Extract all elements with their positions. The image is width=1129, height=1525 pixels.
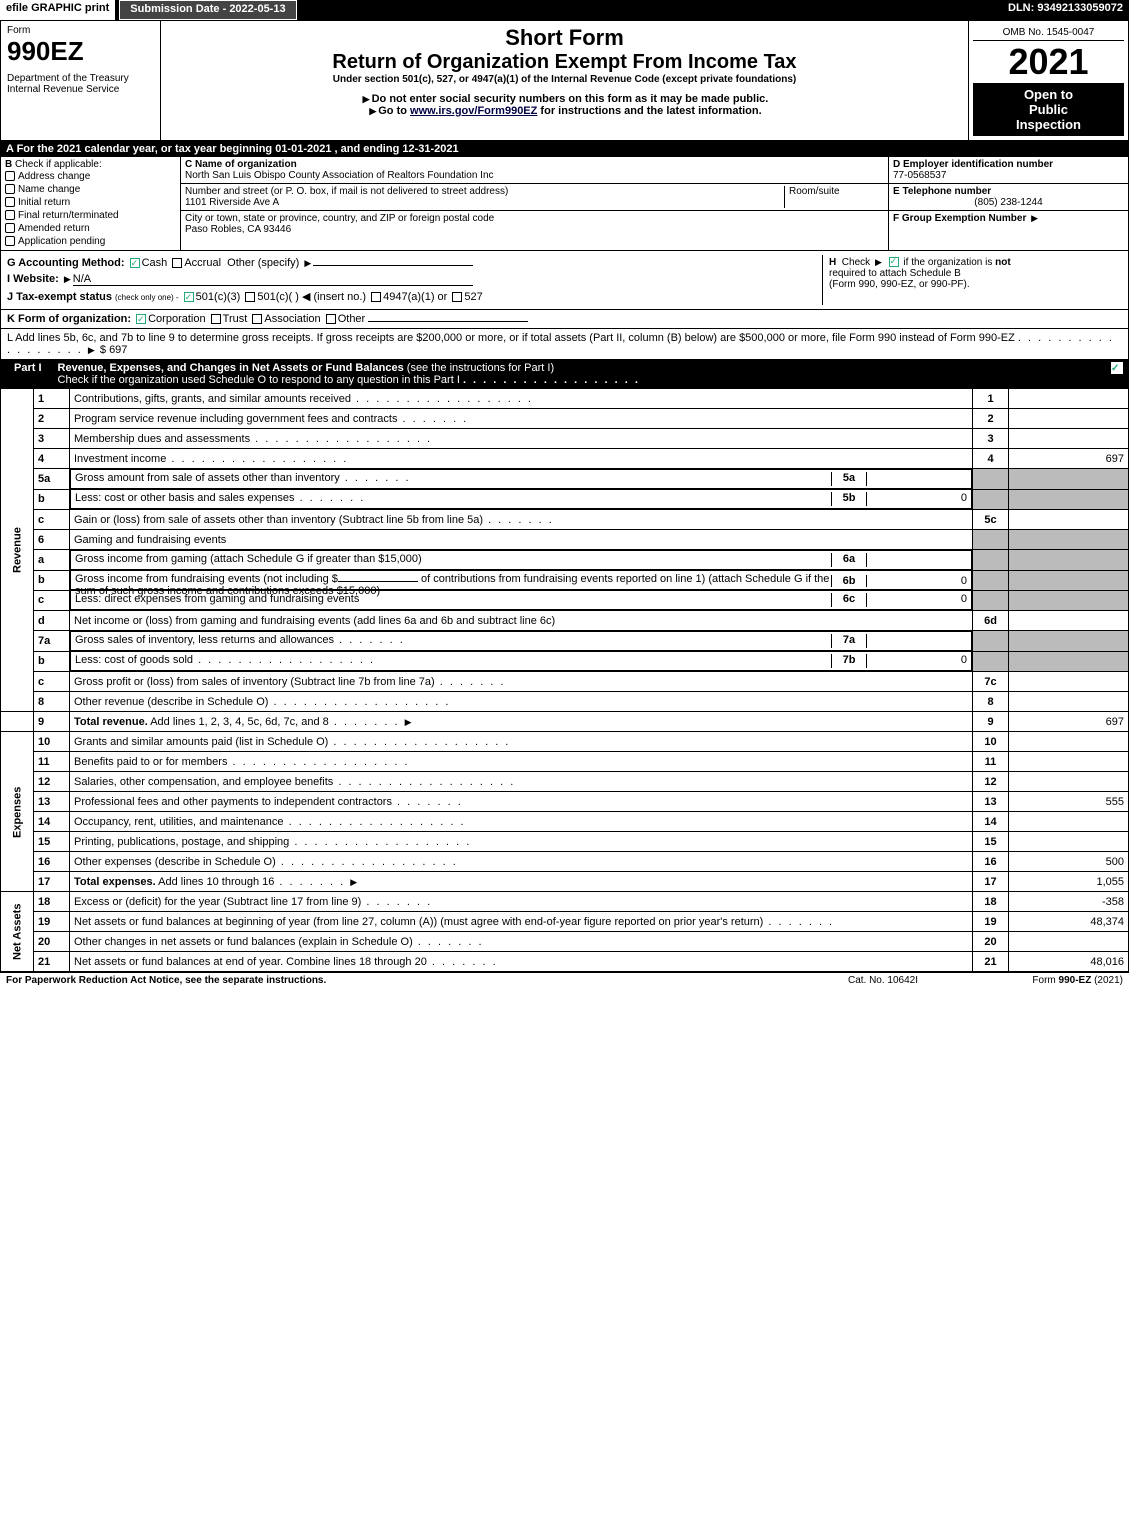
cb-schedule-b[interactable] — [889, 257, 899, 267]
omb-number: OMB No. 1545-0047 — [973, 25, 1124, 41]
cb-4947[interactable] — [371, 292, 381, 302]
amt-8 — [1009, 692, 1129, 712]
cb-final-return[interactable]: Final return/terminated — [5, 209, 176, 222]
page-footer: For Paperwork Reduction Act Notice, see … — [0, 972, 1129, 988]
amt-7c — [1009, 672, 1129, 692]
efile-label: efile GRAPHIC print — [0, 0, 115, 20]
amt-16: 500 — [1009, 852, 1129, 872]
amt-4: 697 — [1009, 449, 1129, 469]
irs-link[interactable]: www.irs.gov/Form990EZ — [410, 105, 537, 117]
cb-cash[interactable] — [130, 258, 140, 268]
tax-year: 2021 — [973, 41, 1124, 83]
section-b: B Check if applicable: Address change Na… — [1, 157, 181, 250]
cb-accrual[interactable] — [172, 258, 182, 268]
val-6a — [867, 553, 967, 567]
open-to-public: Open to Public Inspection — [973, 83, 1124, 136]
section-ghij: G Accounting Method: Cash Accrual Other … — [0, 251, 1129, 310]
amt-18: -358 — [1009, 892, 1129, 912]
return-title: Return of Organization Exempt From Incom… — [167, 51, 962, 74]
section-d: D Employer identification number77-05685… — [888, 157, 1128, 250]
amt-12 — [1009, 772, 1129, 792]
val-5b: 0 — [867, 492, 967, 506]
footer-right: Form 990-EZ (2021) — [963, 975, 1123, 986]
cb-amended-return[interactable]: Amended return — [5, 222, 176, 235]
amt-15 — [1009, 832, 1129, 852]
val-5a — [867, 472, 967, 486]
cb-application-pending[interactable]: Application pending — [5, 235, 176, 248]
amt-3 — [1009, 429, 1129, 449]
ein-value: 77-0568537 — [893, 170, 946, 181]
line-g: G Accounting Method: Cash Accrual Other … — [7, 255, 822, 271]
cb-association[interactable] — [252, 314, 262, 324]
part1-header: Part I Revenue, Expenses, and Changes in… — [0, 360, 1129, 388]
cb-schedule-o[interactable] — [1111, 362, 1123, 374]
submission-date: Submission Date - 2022-05-13 — [119, 0, 296, 20]
amt-14 — [1009, 812, 1129, 832]
org-name: North San Luis Obispo County Association… — [185, 170, 494, 181]
line-l: L Add lines 5b, 6c, and 7b to line 9 to … — [0, 329, 1129, 360]
dln-label: DLN: 93492133059072 — [1002, 0, 1129, 20]
dept-treasury: Department of the Treasury Internal Reve… — [7, 73, 154, 95]
form-word: Form — [7, 25, 154, 36]
org-street: 1101 Riverside Ave A — [185, 197, 279, 208]
top-bar: efile GRAPHIC print Submission Date - 20… — [0, 0, 1129, 20]
expenses-vlabel: Expenses — [1, 732, 34, 892]
amt-2 — [1009, 409, 1129, 429]
cb-other-org[interactable] — [326, 314, 336, 324]
amt-11 — [1009, 752, 1129, 772]
goto-note: Go to www.irs.gov/Form990EZ for instruct… — [167, 105, 962, 117]
amt-6d — [1009, 611, 1129, 631]
footer-cat: Cat. No. 10642I — [803, 975, 963, 986]
amt-21: 48,016 — [1009, 952, 1129, 972]
section-h: H Check if the organization is not requi… — [822, 255, 1122, 305]
section-c: C Name of organizationNorth San Luis Obi… — [181, 157, 888, 250]
amt-9: 697 — [1009, 712, 1129, 732]
val-7b: 0 — [867, 654, 967, 668]
section-bcd: B Check if applicable: Address change Na… — [0, 157, 1129, 251]
line-i: I Website: N/A — [7, 271, 822, 288]
cb-501c3[interactable] — [184, 292, 194, 302]
part1-label: Part I — [6, 362, 50, 386]
netassets-vlabel: Net Assets — [1, 892, 34, 972]
val-6c: 0 — [867, 593, 967, 607]
no-ssn-note: Do not enter social security numbers on … — [167, 93, 962, 105]
amt-5c — [1009, 510, 1129, 530]
amt-10 — [1009, 732, 1129, 752]
form-header: Form 990EZ Department of the Treasury In… — [0, 20, 1129, 141]
val-7a — [867, 634, 967, 648]
phone-value: (805) 238-1244 — [893, 197, 1124, 208]
footer-left: For Paperwork Reduction Act Notice, see … — [6, 975, 803, 986]
amt-17: 1,055 — [1009, 872, 1129, 892]
cb-initial-return[interactable]: Initial return — [5, 196, 176, 209]
under-section: Under section 501(c), 527, or 4947(a)(1)… — [167, 74, 962, 85]
revenue-vlabel: Revenue — [1, 389, 34, 712]
section-a-period: A For the 2021 calendar year, or tax yea… — [0, 141, 1129, 157]
org-city: Paso Robles, CA 93446 — [185, 224, 291, 235]
line-k: K Form of organization: Corporation Trus… — [0, 310, 1129, 329]
cb-501c[interactable] — [245, 292, 255, 302]
form-number: 990EZ — [7, 36, 154, 67]
amt-19: 48,374 — [1009, 912, 1129, 932]
cb-trust[interactable] — [211, 314, 221, 324]
gross-receipts: $ 697 — [100, 344, 128, 356]
amt-20 — [1009, 932, 1129, 952]
short-form-title: Short Form — [167, 25, 962, 51]
cb-address-change[interactable]: Address change — [5, 170, 176, 183]
line-j: J Tax-exempt status (check only one) - 5… — [7, 288, 822, 305]
part1-table: Revenue 1Contributions, gifts, grants, a… — [0, 388, 1129, 972]
cb-name-change[interactable]: Name change — [5, 183, 176, 196]
cb-527[interactable] — [452, 292, 462, 302]
website-value: N/A — [73, 273, 473, 286]
amt-1 — [1009, 389, 1129, 409]
cb-corporation[interactable] — [136, 314, 146, 324]
val-6b: 0 — [867, 575, 967, 587]
amt-13: 555 — [1009, 792, 1129, 812]
